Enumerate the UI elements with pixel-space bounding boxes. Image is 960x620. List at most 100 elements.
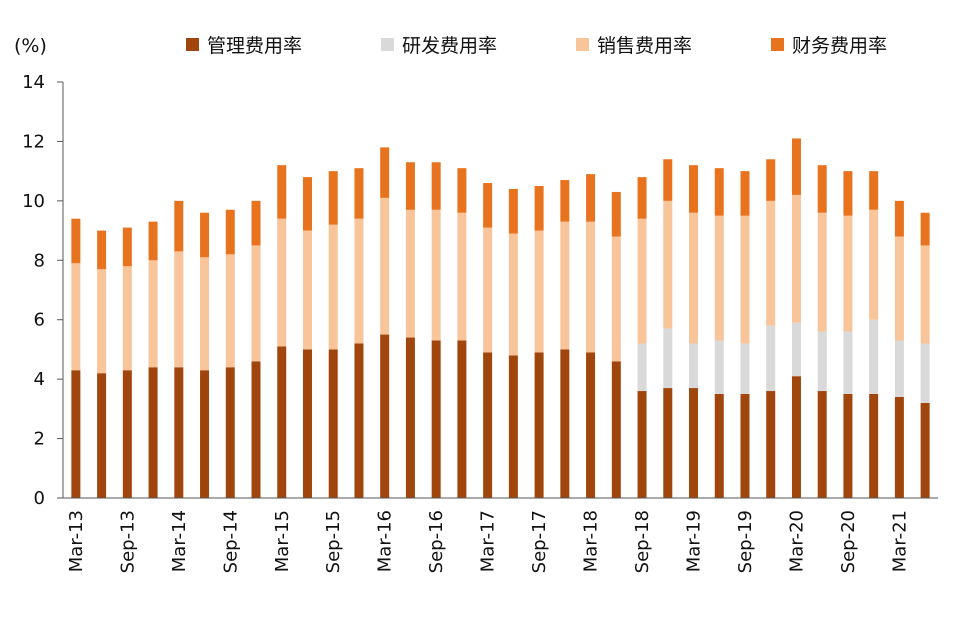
x-tick-label: Sep-17 [529, 510, 550, 573]
legend-item: 财务费用率 [771, 35, 887, 57]
bar-stack [689, 165, 699, 498]
bar-stack [586, 174, 596, 498]
bar-stack [766, 159, 776, 498]
bar-segment [225, 254, 235, 368]
bar-segment [714, 394, 724, 498]
legend-item: 管理费用率 [186, 35, 302, 57]
bar-segment [534, 352, 544, 498]
bar-stack [534, 186, 544, 498]
bar-segment [740, 343, 750, 394]
bar-segment [405, 337, 415, 498]
bar-segment [277, 165, 287, 219]
bar-stack [637, 177, 647, 498]
bar-stack [817, 165, 827, 498]
x-tick-label: Sep-13 [117, 510, 138, 573]
bar-segment [457, 340, 467, 498]
bar-segment [766, 391, 776, 498]
bar-segment [920, 212, 930, 246]
bar-stack [663, 159, 673, 498]
bar-segment [251, 200, 261, 246]
x-tick-label: Sep-16 [426, 510, 447, 573]
bar-segment [483, 352, 493, 498]
bar-segment [200, 370, 210, 498]
bar-segment [920, 343, 930, 403]
bar-segment [148, 367, 158, 498]
bar-segment [174, 251, 184, 368]
bar-segment [766, 159, 776, 201]
bar-segment [611, 236, 621, 362]
bar-segment [560, 180, 570, 222]
bar-segment [689, 165, 699, 213]
bar-segment [843, 171, 853, 216]
bar-segment [817, 391, 827, 498]
bar-segment [302, 177, 312, 231]
y-axis: 0 2 4 6 8 10 12 14 [22, 72, 64, 509]
legend-swatch [186, 38, 199, 51]
legend-item: 销售费用率 [576, 35, 692, 57]
bar-segment [200, 257, 210, 371]
legend-swatch [576, 38, 589, 51]
bar-segment [791, 194, 801, 323]
y-tick-label: 4 [34, 369, 45, 390]
bar-segment [122, 227, 132, 267]
bar-segment [431, 340, 441, 498]
x-tick-label: Mar-15 [272, 510, 293, 572]
bar-segment [843, 331, 853, 394]
bar-segment [894, 396, 904, 498]
x-tick-label: Mar-13 [66, 510, 87, 572]
bar-segment [560, 349, 570, 498]
bar-stack [200, 212, 210, 498]
bar-stack [457, 168, 467, 498]
bar-segment [431, 162, 441, 210]
bar-segment [405, 162, 415, 210]
bar-segment [174, 367, 184, 498]
bar-segment [920, 245, 930, 344]
bar-segment [869, 171, 879, 210]
bar-segment [869, 209, 879, 320]
x-axis: Mar-13 Sep-13 Mar-14 Sep-14 Mar-15 Sep-15 Mar-… [63, 497, 938, 573]
bar-stack [148, 221, 158, 498]
bar-segment [483, 183, 493, 228]
legend-label: 财务费用率 [792, 35, 887, 57]
y-tick-label: 6 [34, 310, 45, 331]
bar-segment [277, 346, 287, 498]
legend-label: 销售费用率 [597, 35, 692, 57]
bar-segment [611, 361, 621, 498]
bar-segment [920, 402, 930, 498]
legend-label: 研发费用率 [402, 35, 497, 57]
bar-segment [431, 209, 441, 341]
bar-segment [714, 168, 724, 216]
bar-segment [380, 334, 390, 498]
bar-segment [714, 215, 724, 341]
bar-segment [740, 215, 750, 344]
bar-segment [637, 218, 647, 344]
bar-segment [97, 230, 107, 270]
bar-stack [843, 171, 853, 498]
bar-segment [791, 138, 801, 195]
y-tick-label: 10 [22, 191, 45, 212]
bar-stack [328, 171, 338, 498]
bar-segment [380, 197, 390, 335]
bar-stack [508, 188, 518, 498]
bar-segment [817, 212, 827, 332]
bar-segment [354, 218, 364, 344]
bar-segment [122, 370, 132, 498]
bar-segment [483, 227, 493, 353]
bar-stack [251, 200, 261, 498]
bar-segment [225, 367, 235, 498]
bar-segment [766, 325, 776, 392]
bar-segment [611, 191, 621, 237]
bar-segment [637, 343, 647, 392]
bar-segment [740, 171, 750, 216]
bar-segment [405, 209, 415, 338]
bar-segment [894, 340, 904, 397]
legend-swatch [771, 38, 784, 51]
bar-segment [174, 200, 184, 252]
bar-stack [894, 200, 904, 498]
bar-segment [71, 370, 81, 498]
bar-segment [328, 224, 338, 350]
bar-segment [869, 394, 879, 498]
bar-segment [740, 394, 750, 498]
y-tick-label: 12 [22, 131, 45, 152]
bar-segment [251, 361, 261, 498]
